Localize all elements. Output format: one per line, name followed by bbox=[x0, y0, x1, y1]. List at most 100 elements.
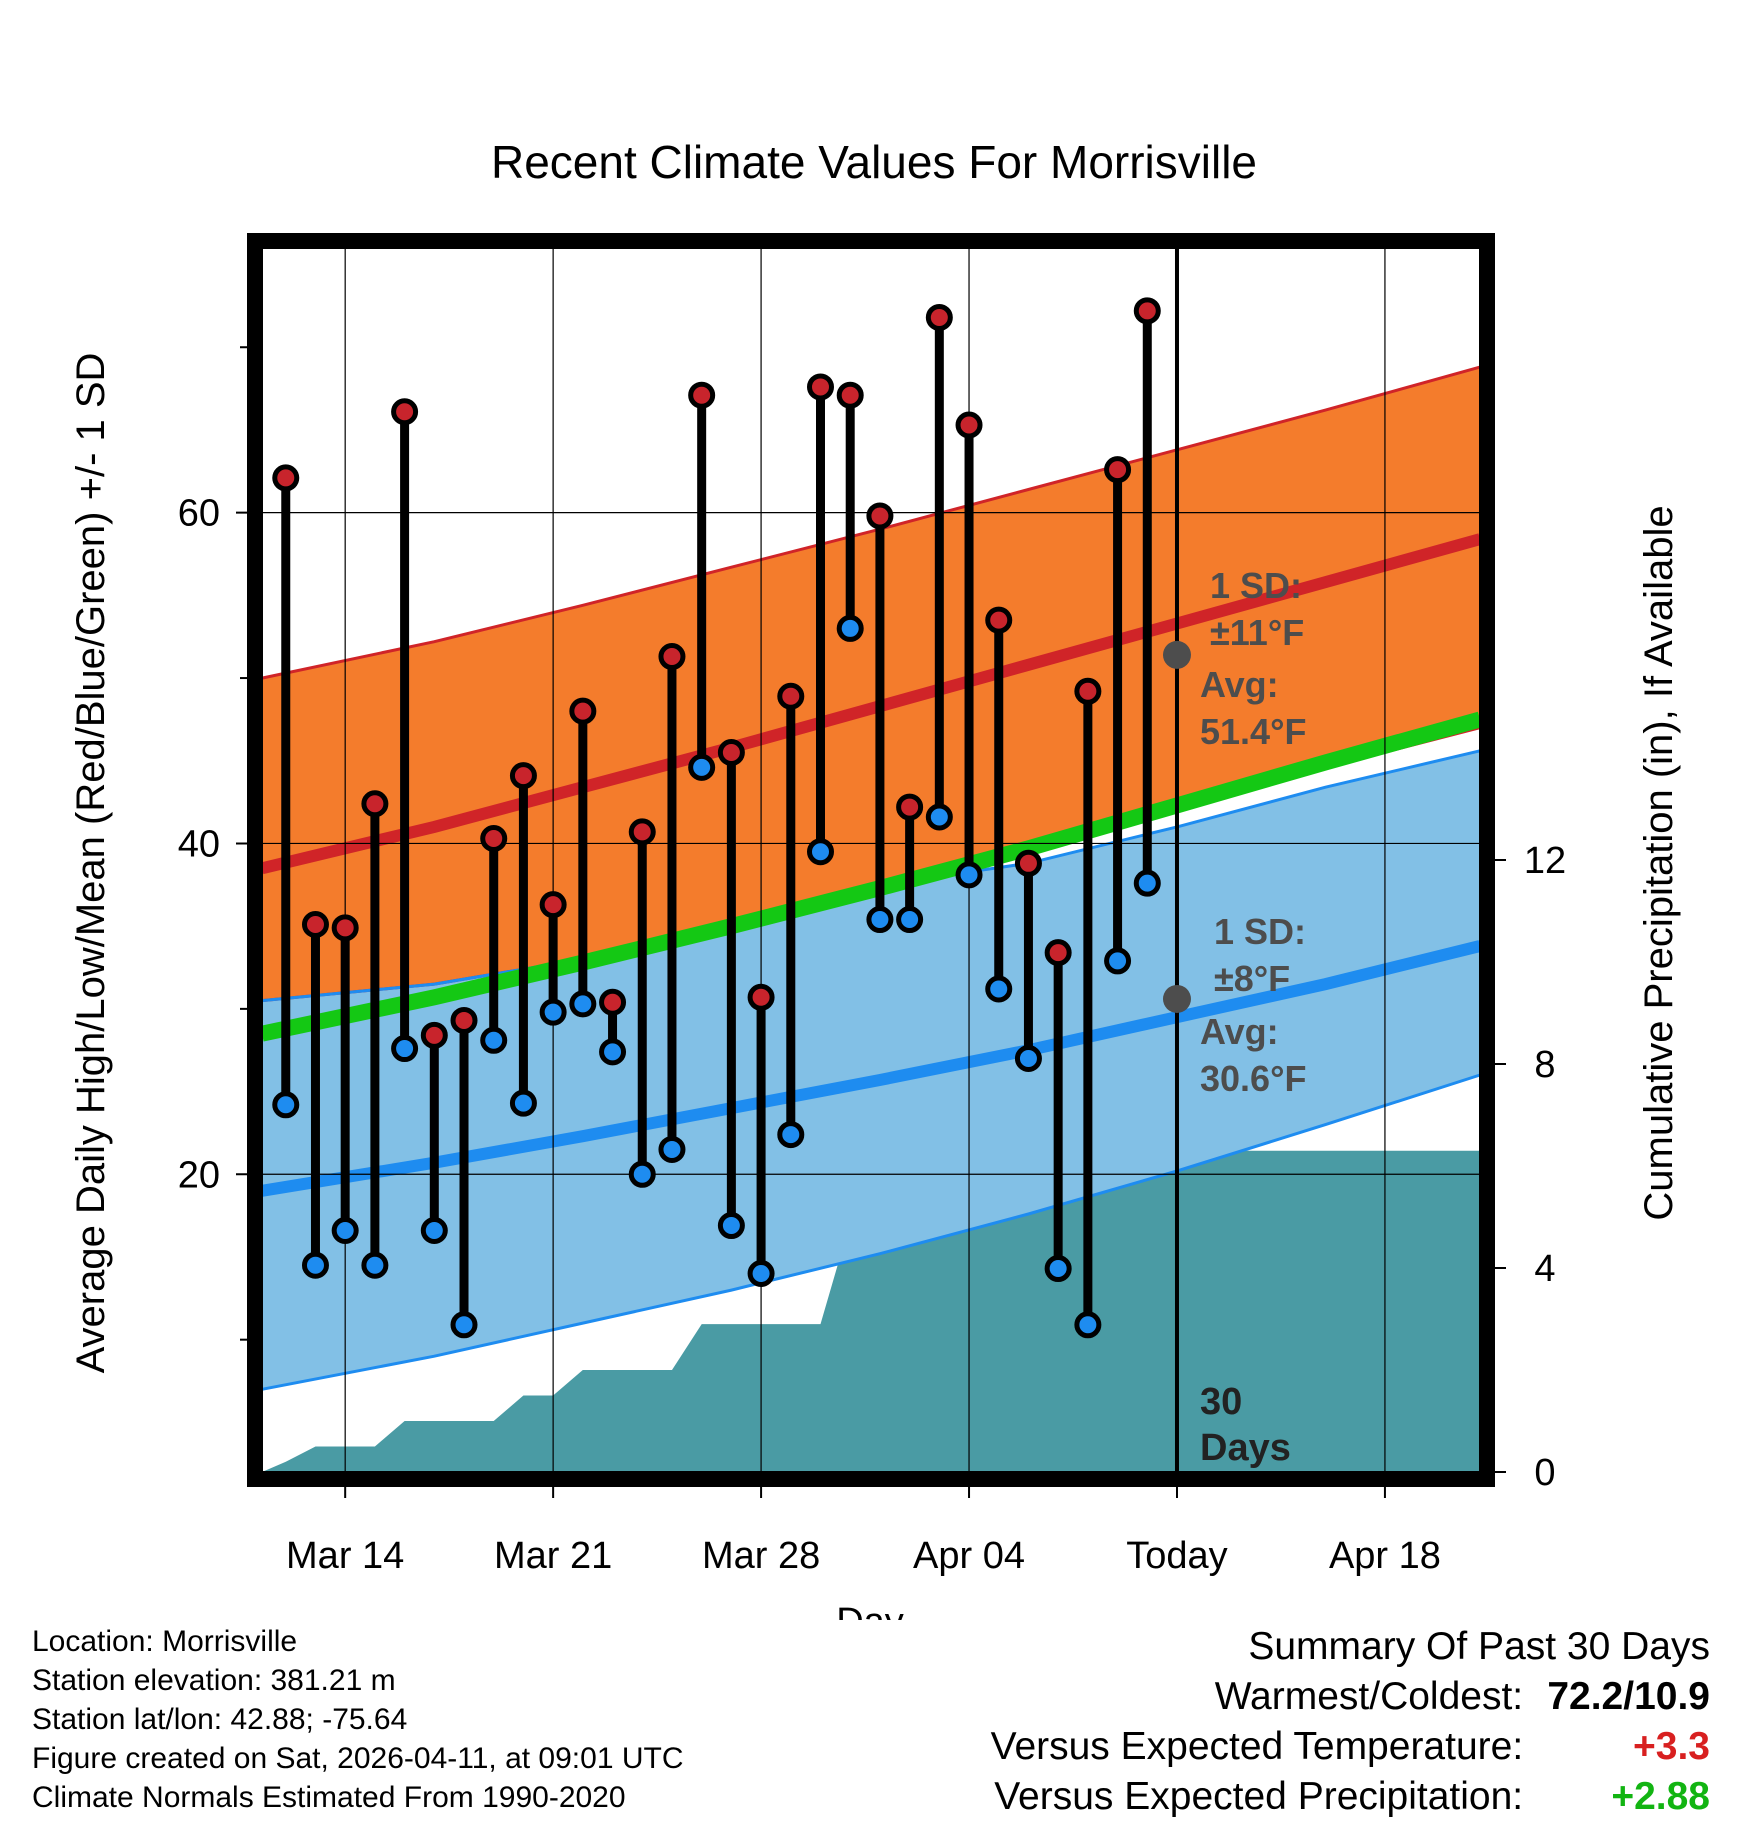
daily-high-point bbox=[925, 303, 953, 331]
daily-low-point bbox=[1104, 947, 1132, 975]
daily-low-point bbox=[1044, 1255, 1072, 1283]
daily-high-point bbox=[391, 398, 419, 426]
daily-low-point bbox=[836, 614, 864, 642]
daily-low-point bbox=[450, 1311, 478, 1339]
low-mean-line bbox=[261, 940, 1482, 1197]
low-avg-label: Avg: bbox=[1200, 1011, 1279, 1052]
daily-low-point bbox=[480, 1026, 508, 1054]
y-right-tick-label: 4 bbox=[1534, 1248, 1555, 1290]
normals-text: Climate Normals Estimated From 1990-2020 bbox=[32, 1781, 626, 1814]
summary-panel: Summary Of Past 30 Days Warmest/Coldest:… bbox=[991, 1622, 1710, 1822]
daily-high-point bbox=[896, 793, 924, 821]
x-tick-label: Today bbox=[1126, 1535, 1227, 1577]
high-avg-marker bbox=[1162, 640, 1191, 669]
daily-low-point bbox=[777, 1121, 805, 1149]
y-axis-left-label: Average Daily High/Low/Mean (Red/Blue/Gr… bbox=[69, 353, 113, 1374]
low-avg-value: 30.6°F bbox=[1200, 1058, 1306, 1099]
daily-low-point bbox=[331, 1217, 359, 1245]
summary-warmest-row: Warmest/Coldest: 72.2/10.9 bbox=[991, 1672, 1710, 1722]
elevation-text: Station elevation: 381.21 m bbox=[32, 1664, 396, 1697]
daily-high-point bbox=[301, 911, 329, 939]
chart-title: Recent Climate Values For Morrisville bbox=[491, 136, 1257, 188]
precip-value: +2.88 bbox=[1611, 1775, 1710, 1818]
daily-low-point bbox=[539, 998, 567, 1026]
location-text: Location: Morrisville bbox=[32, 1625, 298, 1658]
low-sd-lower-edge bbox=[261, 1073, 1481, 1391]
daily-high-point bbox=[955, 411, 983, 439]
plot-frame bbox=[247, 233, 1495, 1487]
daily-low-point bbox=[272, 1091, 300, 1119]
high-sd-value: ±11°F bbox=[1210, 612, 1304, 653]
daily-high-point bbox=[272, 464, 300, 492]
daily-low-point bbox=[1014, 1044, 1042, 1072]
y-right-tick-label: 0 bbox=[1534, 1452, 1555, 1494]
daily-low-point bbox=[717, 1212, 745, 1240]
daily-high-point bbox=[331, 914, 359, 942]
temp-label: Versus Expected Temperature: bbox=[990, 1725, 1524, 1768]
x-tick-label: Mar 21 bbox=[494, 1535, 612, 1577]
daily-low-point bbox=[806, 838, 834, 866]
y-right-tick-label: 12 bbox=[1524, 840, 1566, 882]
y-left-tick-label: 40 bbox=[178, 823, 220, 865]
period-number: 30 bbox=[1200, 1381, 1242, 1423]
daily-high-point bbox=[450, 1006, 478, 1034]
daily-high-point bbox=[866, 502, 894, 530]
daily-low-point bbox=[361, 1251, 389, 1279]
daily-high-point bbox=[599, 988, 627, 1016]
x-axis-label: Day bbox=[836, 1601, 904, 1620]
daily-high-point bbox=[480, 824, 508, 852]
daily-low-point bbox=[896, 906, 924, 934]
daily-high-point bbox=[985, 606, 1013, 634]
low-sd-label: 1 SD: bbox=[1214, 911, 1306, 952]
high-sd-label: 1 SD: bbox=[1210, 565, 1302, 606]
high-avg-label: Avg: bbox=[1200, 664, 1279, 705]
y-left-tick-label: 20 bbox=[178, 1154, 220, 1196]
daily-high-point bbox=[509, 762, 537, 790]
y-left-tick-label: 60 bbox=[178, 493, 220, 535]
plot-layers: 1 SD: ±11°F Avg: 51.4°F 1 SD: ±8°F Avg: 30.6°F 3… bbox=[178, 233, 1566, 1577]
created-text: Figure created on Sat, 2026-04-11, at 09… bbox=[32, 1742, 684, 1775]
daily-high-point bbox=[361, 790, 389, 818]
daily-low-point bbox=[569, 990, 597, 1018]
daily-low-point bbox=[747, 1260, 775, 1288]
temp-value: +3.3 bbox=[1633, 1725, 1710, 1768]
precip-label: Versus Expected Precipitation: bbox=[994, 1775, 1524, 1818]
daily-low-point bbox=[925, 803, 953, 831]
summary-title: Summary Of Past 30 Days bbox=[1248, 1625, 1710, 1668]
daily-high-point bbox=[688, 381, 716, 409]
daily-low-point bbox=[599, 1038, 627, 1066]
daily-high-point bbox=[806, 373, 834, 401]
daily-high-point bbox=[1133, 297, 1161, 325]
daily-high-point bbox=[1074, 677, 1102, 705]
y-axis-right-label: Cumulative Precipitation (in), If Availa… bbox=[1637, 505, 1681, 1220]
x-tick-label: Apr 04 bbox=[913, 1535, 1025, 1577]
x-tick-label: Apr 18 bbox=[1329, 1535, 1441, 1577]
daily-high-point bbox=[539, 891, 567, 919]
daily-low-point bbox=[985, 975, 1013, 1003]
daily-high-point bbox=[1104, 456, 1132, 484]
daily-low-point bbox=[866, 906, 894, 934]
daily-high-point bbox=[420, 1021, 448, 1049]
station-info: Location: Morrisville Station elevation:… bbox=[32, 1622, 684, 1817]
daily-high-point bbox=[717, 738, 745, 766]
summary-precip-row: Versus Expected Precipitation: +2.88 bbox=[991, 1772, 1710, 1822]
daily-low-point bbox=[1074, 1311, 1102, 1339]
daily-low-point bbox=[658, 1135, 686, 1163]
daily-high-point bbox=[777, 682, 805, 710]
daily-low-point bbox=[420, 1217, 448, 1245]
latlon-text: Station lat/lon: 42.88; -75.64 bbox=[32, 1703, 408, 1736]
warmest-label: Warmest/Coldest: bbox=[1214, 1675, 1524, 1718]
daily-high-point bbox=[747, 983, 775, 1011]
low-sd-value: ±8°F bbox=[1214, 958, 1290, 999]
daily-high-point bbox=[1044, 939, 1072, 967]
daily-low-point bbox=[1133, 869, 1161, 897]
daily-high-point bbox=[658, 643, 686, 671]
daily-low-point bbox=[628, 1160, 656, 1188]
y-right-tick-label: 8 bbox=[1534, 1044, 1555, 1086]
summary-temp-row: Versus Expected Temperature: +3.3 bbox=[991, 1722, 1710, 1772]
daily-low-point bbox=[955, 861, 983, 889]
high-avg-value: 51.4°F bbox=[1200, 711, 1306, 752]
daily-high-point bbox=[836, 381, 864, 409]
daily-high-point bbox=[628, 818, 656, 846]
daily-low-point bbox=[688, 753, 716, 781]
